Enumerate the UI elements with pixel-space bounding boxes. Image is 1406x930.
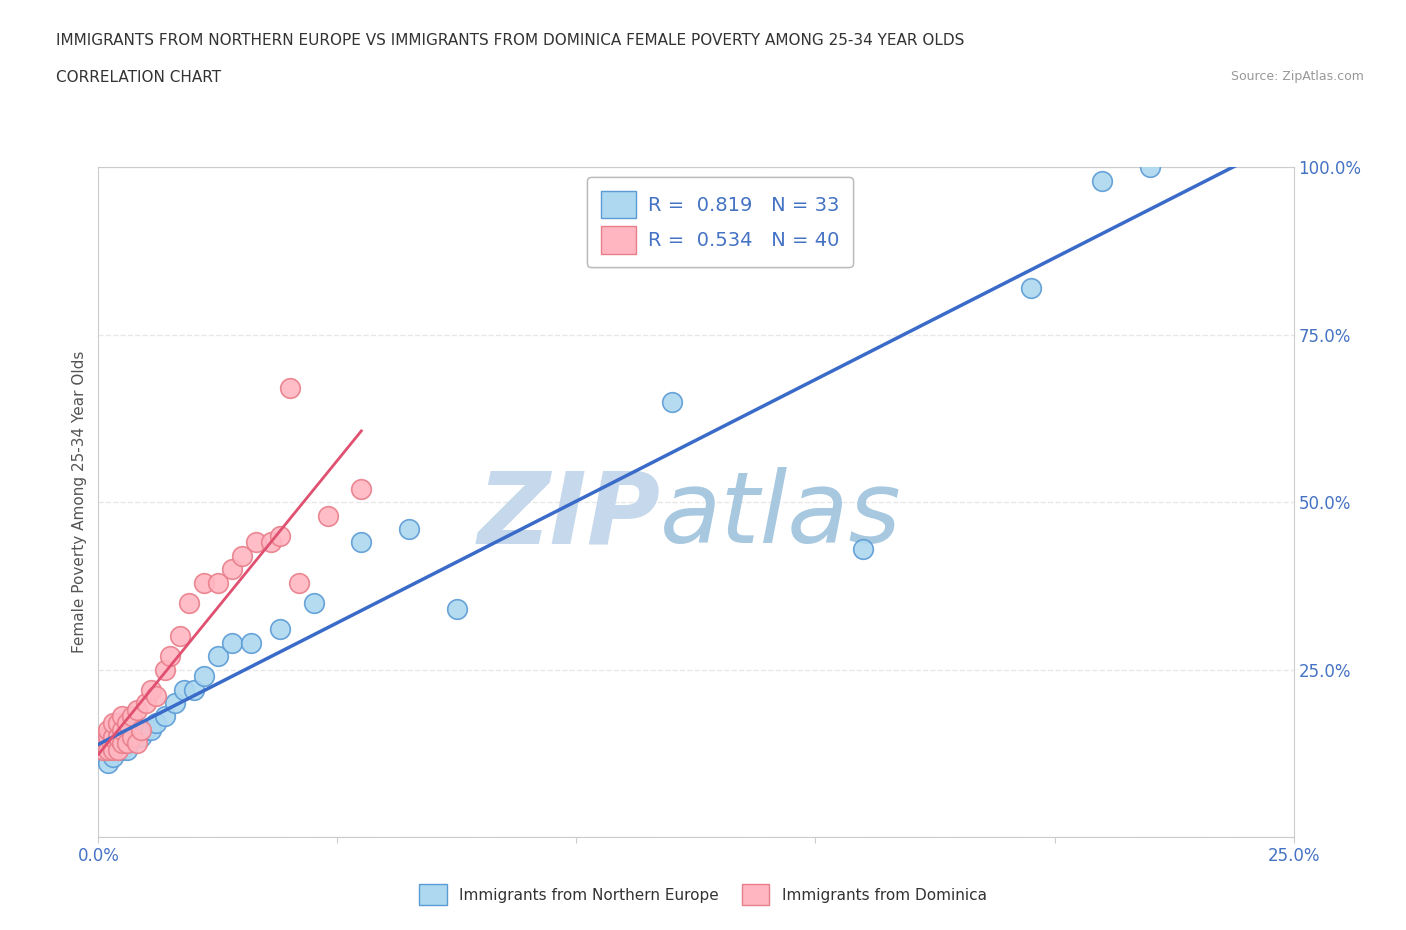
- Point: [139, 683, 162, 698]
- Point: [316, 508, 339, 523]
- Point: [1139, 160, 1161, 175]
- Point: [125, 702, 148, 717]
- Point: [302, 595, 325, 610]
- Point: [269, 528, 291, 543]
- Point: [1019, 281, 1042, 296]
- Point: [221, 562, 243, 577]
- Point: [259, 535, 281, 550]
- Point: [121, 729, 143, 744]
- Point: [155, 709, 177, 724]
- Point: [131, 723, 153, 737]
- Point: [398, 522, 420, 537]
- Text: atlas: atlas: [661, 467, 901, 565]
- Point: [111, 736, 134, 751]
- Legend: Immigrants from Northern Europe, Immigrants from Dominica: Immigrants from Northern Europe, Immigra…: [412, 876, 994, 913]
- Point: [135, 723, 157, 737]
- Point: [139, 723, 162, 737]
- Point: [97, 742, 120, 757]
- Text: ZIP: ZIP: [477, 467, 661, 565]
- Point: [97, 729, 120, 744]
- Point: [101, 750, 124, 764]
- Point: [115, 742, 138, 757]
- Point: [91, 729, 114, 744]
- Point: [125, 736, 148, 751]
- Point: [131, 729, 153, 744]
- Point: [278, 381, 301, 396]
- Point: [91, 742, 114, 757]
- Point: [135, 696, 157, 711]
- Y-axis label: Female Poverty Among 25-34 Year Olds: Female Poverty Among 25-34 Year Olds: [72, 351, 87, 654]
- Point: [107, 716, 129, 731]
- Point: [193, 575, 215, 590]
- Point: [121, 729, 143, 744]
- Point: [97, 736, 120, 751]
- Point: [91, 742, 114, 757]
- Point: [111, 723, 134, 737]
- Point: [221, 635, 243, 650]
- Point: [101, 716, 124, 731]
- Point: [350, 482, 373, 497]
- Point: [101, 729, 124, 744]
- Point: [240, 635, 263, 650]
- Point: [350, 535, 373, 550]
- Point: [163, 696, 186, 711]
- Point: [207, 575, 229, 590]
- Point: [145, 716, 167, 731]
- Point: [97, 756, 120, 771]
- Point: [107, 736, 129, 751]
- Point: [169, 629, 191, 644]
- Legend: R =  0.819   N = 33, R =  0.534   N = 40: R = 0.819 N = 33, R = 0.534 N = 40: [588, 177, 852, 267]
- Point: [183, 683, 205, 698]
- Point: [207, 649, 229, 664]
- Point: [852, 541, 875, 556]
- Point: [111, 729, 134, 744]
- Point: [288, 575, 311, 590]
- Point: [231, 549, 253, 564]
- Point: [159, 649, 181, 664]
- Point: [121, 709, 143, 724]
- Point: [179, 595, 201, 610]
- Point: [111, 709, 134, 724]
- Text: CORRELATION CHART: CORRELATION CHART: [56, 70, 221, 85]
- Point: [446, 602, 468, 617]
- Point: [111, 742, 134, 757]
- Point: [91, 736, 114, 751]
- Point: [661, 394, 683, 409]
- Point: [155, 662, 177, 677]
- Point: [269, 622, 291, 637]
- Point: [245, 535, 267, 550]
- Point: [1091, 173, 1114, 188]
- Point: [145, 689, 167, 704]
- Point: [115, 716, 138, 731]
- Point: [107, 729, 129, 744]
- Point: [101, 742, 124, 757]
- Point: [107, 742, 129, 757]
- Point: [97, 723, 120, 737]
- Point: [173, 683, 195, 698]
- Text: IMMIGRANTS FROM NORTHERN EUROPE VS IMMIGRANTS FROM DOMINICA FEMALE POVERTY AMONG: IMMIGRANTS FROM NORTHERN EUROPE VS IMMIG…: [56, 33, 965, 47]
- Point: [101, 736, 124, 751]
- Text: Source: ZipAtlas.com: Source: ZipAtlas.com: [1230, 70, 1364, 83]
- Point: [125, 729, 148, 744]
- Point: [193, 669, 215, 684]
- Point: [115, 736, 138, 751]
